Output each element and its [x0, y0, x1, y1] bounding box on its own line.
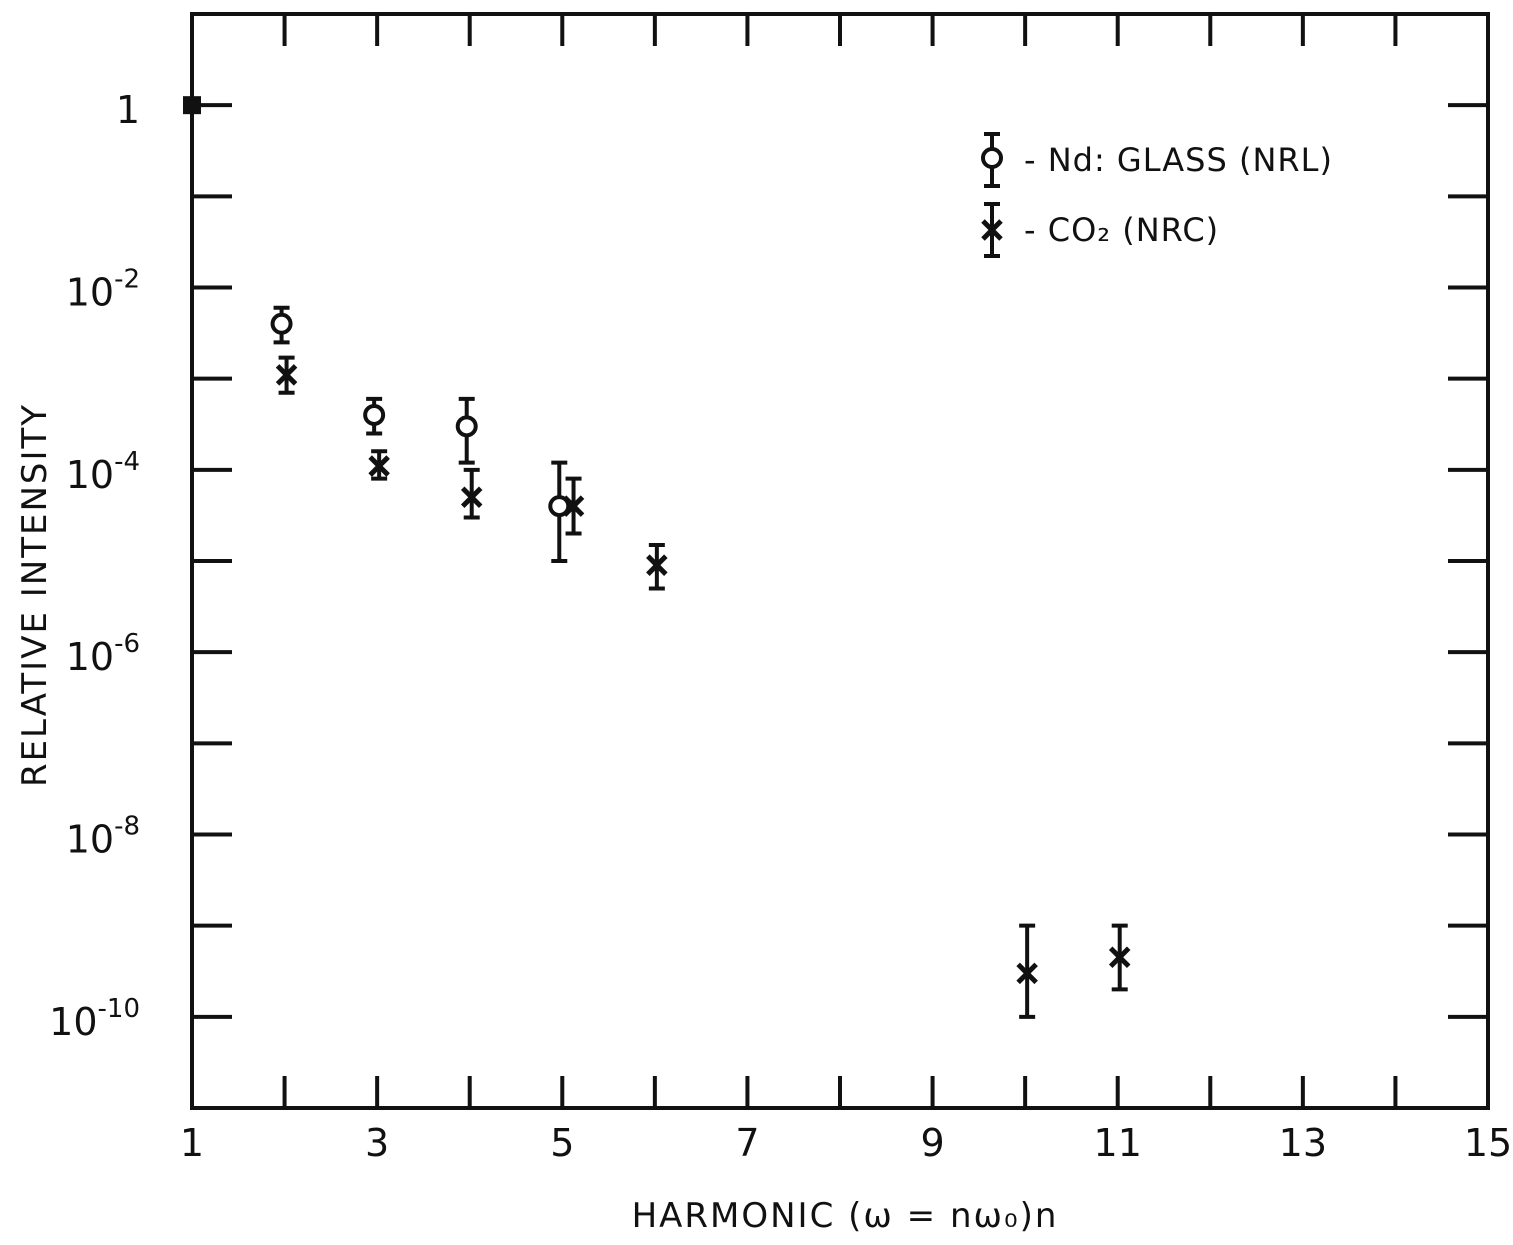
- data-layer: [183, 96, 1131, 1019]
- x-marker-stroke: [275, 364, 298, 386]
- x-marker-stroke: [460, 486, 483, 509]
- x-tick-label: 1: [180, 1121, 204, 1165]
- x-tick-label: 3: [365, 1121, 389, 1165]
- legend-x-marker: [981, 219, 1003, 241]
- y-tick-label: 10-6: [66, 629, 140, 679]
- circle-marker: [270, 312, 293, 335]
- co2-point: [460, 467, 483, 520]
- x-marker: [368, 455, 390, 477]
- x-tick-label: 9: [920, 1121, 944, 1165]
- x-tick-label: 13: [1279, 1121, 1327, 1165]
- legend-item-co2: - CO₂ (NRC): [981, 202, 1219, 258]
- x-tick-label: 15: [1464, 1121, 1512, 1165]
- x-marker: [1016, 962, 1038, 985]
- x-tick-label: 11: [1094, 1121, 1142, 1165]
- co2-point: [646, 542, 668, 591]
- x-marker: [562, 495, 585, 517]
- co2-point: [1108, 923, 1131, 992]
- co2-point: [275, 355, 298, 395]
- x-tick-label: 7: [735, 1121, 759, 1165]
- nd-glass-point: [270, 305, 293, 345]
- co2-point: [368, 449, 390, 481]
- circle-marker: [455, 415, 478, 438]
- x-marker: [275, 364, 298, 386]
- x-axis-title: HARMONIC (ω = nω₀)n: [632, 1196, 1059, 1236]
- x-marker: [646, 554, 668, 576]
- circle-marker: [548, 495, 571, 518]
- y-tick-label: 10-4: [66, 447, 140, 497]
- nd-glass-point: [455, 396, 478, 465]
- nd-glass-point: [548, 460, 571, 563]
- x-marker-stroke: [562, 495, 585, 517]
- y-tick-label: 1: [116, 88, 140, 132]
- y-tick-label: 10-10: [49, 994, 140, 1044]
- x-marker-stroke: [368, 455, 390, 477]
- x-tick-label: 5: [550, 1121, 574, 1165]
- x-marker-stroke: [981, 219, 1003, 241]
- x-marker: [1108, 946, 1131, 969]
- x-marker: [460, 486, 483, 509]
- x-marker-stroke: [646, 554, 668, 576]
- circle-marker: [363, 403, 386, 426]
- legend-label: - CO₂ (NRC): [1024, 211, 1219, 249]
- legend-circle-marker: [981, 147, 1003, 169]
- co2-point: [562, 476, 585, 536]
- x-marker-stroke: [1108, 946, 1131, 969]
- y-tick-label: 10-8: [66, 812, 140, 862]
- legend-item-nd-glass: - Nd: GLASS (NRL): [981, 132, 1333, 188]
- y-tick-label: 10-2: [66, 265, 140, 315]
- nd-glass-point: [363, 396, 386, 436]
- legend-layer: - Nd: GLASS (NRL) - CO₂ (NRC): [981, 132, 1333, 258]
- y-axis-title: RELATIVE INTENSITY: [15, 403, 55, 787]
- legend-label: - Nd: GLASS (NRL): [1024, 141, 1333, 179]
- x-marker-stroke: [1016, 962, 1038, 985]
- reference-point: [183, 96, 201, 115]
- co2-point: [1016, 923, 1038, 1019]
